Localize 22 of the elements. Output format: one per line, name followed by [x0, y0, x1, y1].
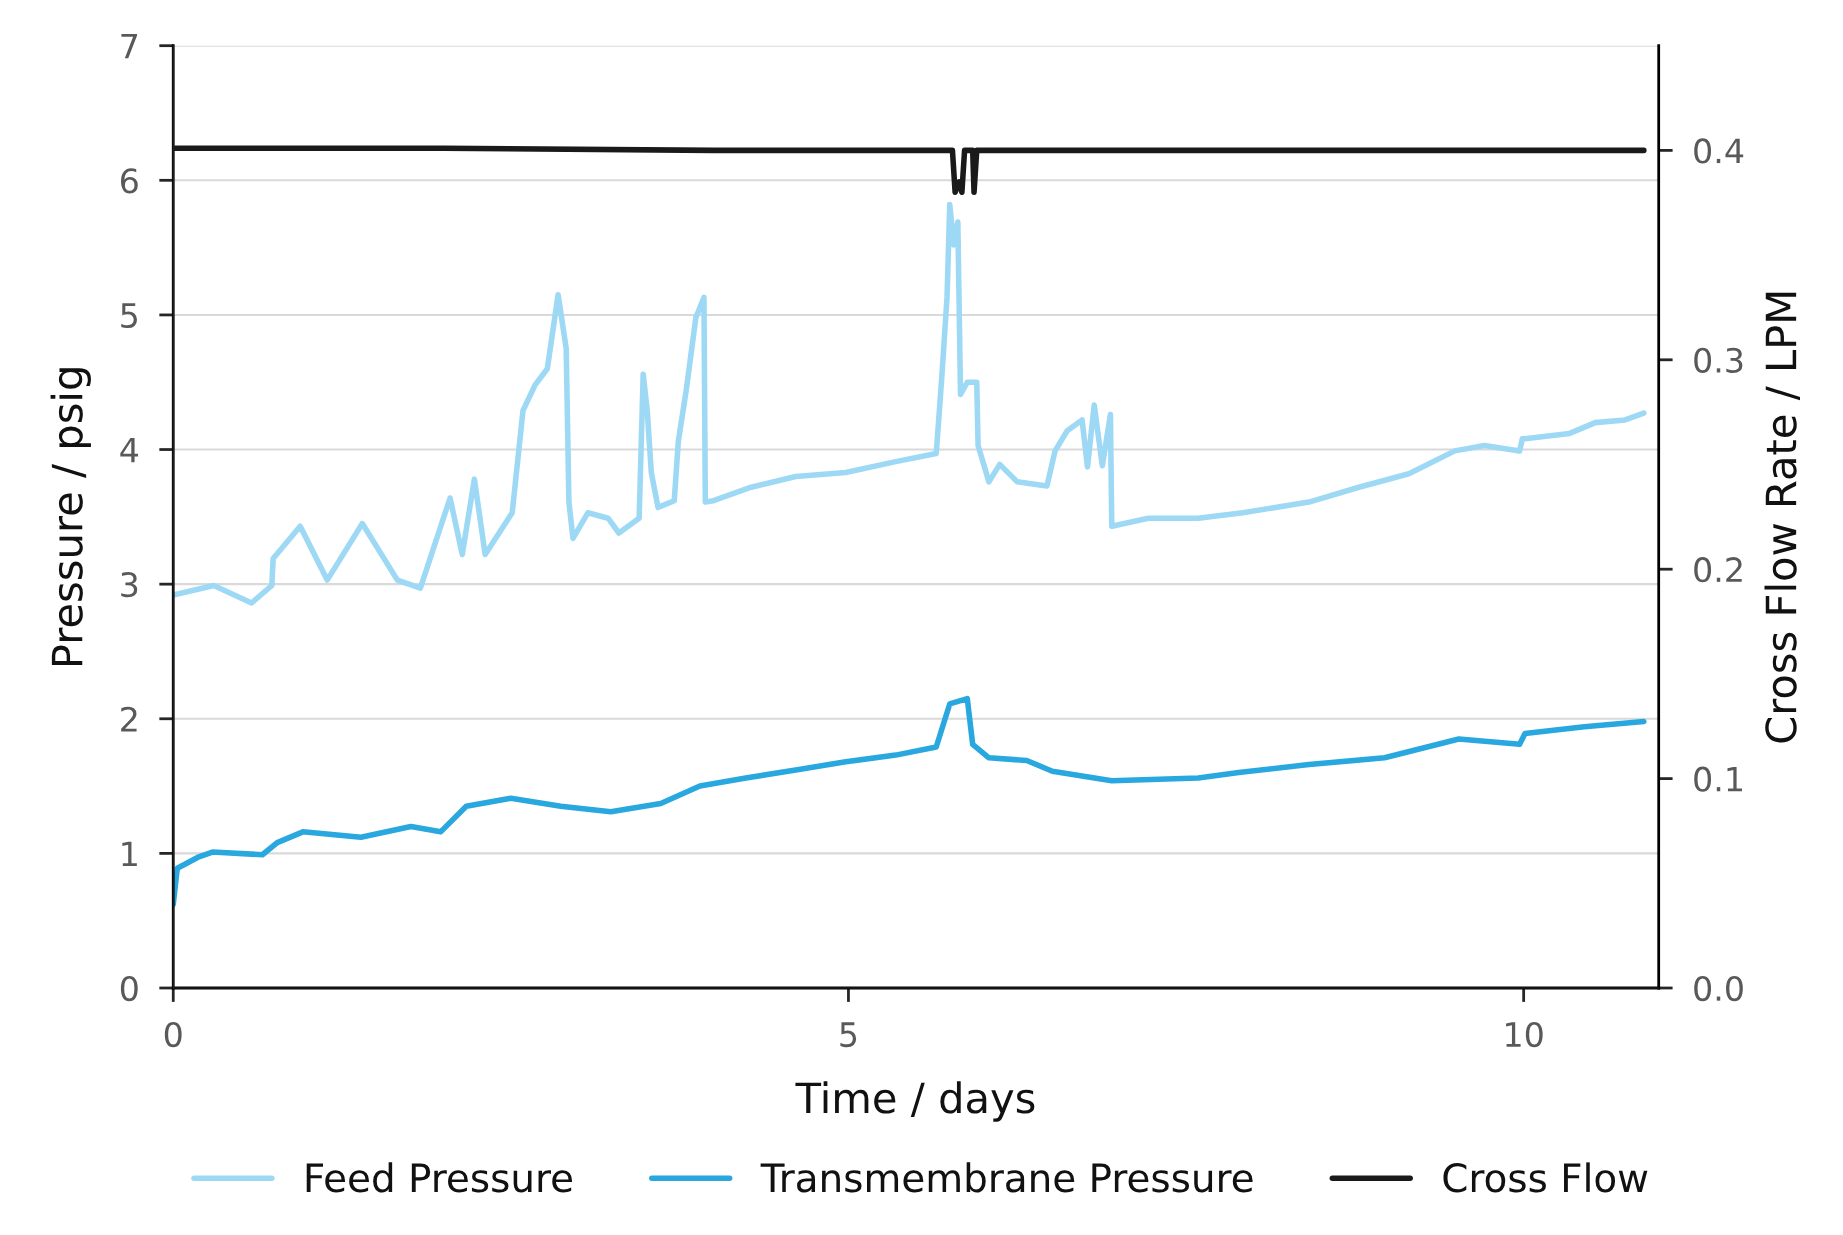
- x-tick-label: 5: [840, 1022, 857, 1048]
- y2-tick-label: 0.1: [1694, 766, 1742, 792]
- y-tick-label: 0: [120, 975, 138, 1002]
- y-tick-label: 5: [121, 303, 137, 329]
- legend-label: Cross Flow: [1443, 1162, 1648, 1193]
- y2-tick-label: 0.3: [1694, 347, 1743, 373]
- legend-label: Transmembrane Pressure: [760, 1162, 1253, 1193]
- x-tick-label: 0: [164, 1021, 182, 1048]
- y-tick-label: 7: [121, 34, 138, 59]
- y-tick-label: 3: [121, 572, 138, 598]
- y-tick-label: 2: [121, 706, 137, 732]
- y2-tick-label: 0.4: [1694, 138, 1744, 164]
- y2-tick-label: 0.0: [1694, 975, 1743, 1002]
- y2-axis-title: Cross Flow Rate / LPM: [1764, 292, 1801, 743]
- y-tick-label: 4: [120, 437, 139, 463]
- x-axis-title: Time / days: [795, 1081, 1035, 1122]
- y2-tick-label: 0.2: [1694, 557, 1742, 583]
- x-tick-label: 10: [1506, 1021, 1543, 1048]
- y-tick-label: 1: [122, 841, 137, 867]
- y-tick-label: 6: [121, 168, 138, 194]
- y-axis-title: Pressure / psig: [50, 368, 91, 666]
- legend-label: Feed Pressure: [306, 1162, 572, 1193]
